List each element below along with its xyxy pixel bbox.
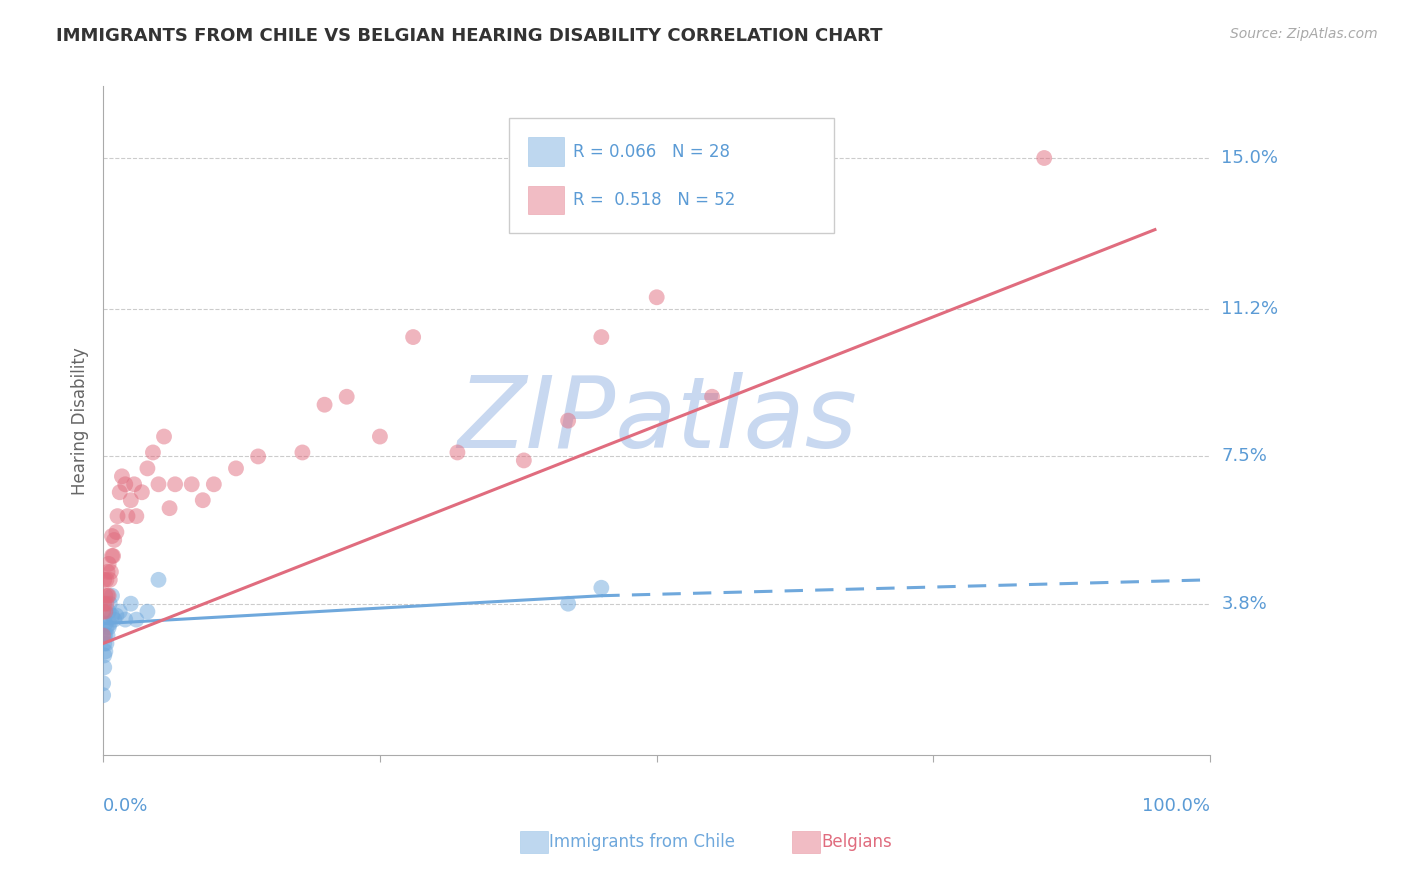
Point xyxy=(96,628,118,642)
Point xyxy=(136,605,159,619)
Point xyxy=(202,477,225,491)
Text: R = 0.066   N = 28: R = 0.066 N = 28 xyxy=(572,143,730,161)
Point xyxy=(142,445,165,459)
Point xyxy=(180,477,202,491)
Point xyxy=(159,501,181,516)
Point xyxy=(191,493,214,508)
Text: 0.0%: 0.0% xyxy=(103,797,149,814)
Point xyxy=(96,597,118,611)
Point xyxy=(108,605,131,619)
Point xyxy=(105,608,128,623)
Text: Source: ZipAtlas.com: Source: ZipAtlas.com xyxy=(1230,27,1378,41)
Point xyxy=(96,621,118,635)
Text: 7.5%: 7.5% xyxy=(1222,448,1267,466)
Point xyxy=(336,390,359,404)
Point xyxy=(96,589,118,603)
Point xyxy=(291,445,314,459)
Point xyxy=(557,414,579,428)
Point xyxy=(101,549,124,563)
Point xyxy=(645,290,668,304)
Point xyxy=(225,461,247,475)
Point xyxy=(148,477,170,491)
Point xyxy=(120,597,142,611)
Point xyxy=(97,557,120,571)
Point xyxy=(93,628,115,642)
Point xyxy=(114,613,136,627)
Point xyxy=(402,330,425,344)
Point xyxy=(91,605,114,619)
Text: 3.8%: 3.8% xyxy=(1222,595,1267,613)
Text: 11.2%: 11.2% xyxy=(1222,301,1278,318)
Point xyxy=(103,613,125,627)
Point xyxy=(117,509,139,524)
Point xyxy=(125,613,148,627)
Point xyxy=(700,390,723,404)
Point xyxy=(513,453,536,467)
Point xyxy=(97,621,120,635)
Text: R =  0.518   N = 52: R = 0.518 N = 52 xyxy=(572,191,735,209)
Point xyxy=(125,509,148,524)
Point xyxy=(314,398,336,412)
Point xyxy=(96,636,118,650)
Point xyxy=(148,573,170,587)
Point xyxy=(93,597,115,611)
Point xyxy=(100,565,122,579)
Point xyxy=(94,616,117,631)
Point xyxy=(120,493,142,508)
Point xyxy=(247,450,270,464)
Point xyxy=(98,597,121,611)
Point xyxy=(94,589,117,603)
Point xyxy=(101,529,124,543)
Point xyxy=(165,477,187,491)
Point xyxy=(98,616,121,631)
Point xyxy=(1033,151,1056,165)
Point xyxy=(122,477,145,491)
Point xyxy=(93,648,115,663)
Point xyxy=(446,445,468,459)
Text: Immigrants from Chile: Immigrants from Chile xyxy=(548,833,735,851)
Point xyxy=(591,581,613,595)
Text: 100.0%: 100.0% xyxy=(1142,797,1211,814)
Point xyxy=(91,688,114,702)
Point xyxy=(93,573,115,587)
Point xyxy=(97,589,120,603)
Point xyxy=(93,660,115,674)
Point xyxy=(557,597,579,611)
Point xyxy=(591,330,613,344)
Text: IMMIGRANTS FROM CHILE VS BELGIAN HEARING DISABILITY CORRELATION CHART: IMMIGRANTS FROM CHILE VS BELGIAN HEARING… xyxy=(56,27,883,45)
Text: ZIPatlas: ZIPatlas xyxy=(457,372,856,469)
Point xyxy=(107,509,129,524)
Y-axis label: Hearing Disability: Hearing Disability xyxy=(72,347,89,494)
Point xyxy=(96,573,118,587)
Point xyxy=(108,485,131,500)
Point xyxy=(97,605,120,619)
Point xyxy=(111,469,134,483)
Point xyxy=(756,191,779,205)
Point xyxy=(101,608,124,623)
Text: Belgians: Belgians xyxy=(821,833,893,851)
Point xyxy=(153,429,176,443)
Text: 15.0%: 15.0% xyxy=(1222,149,1278,167)
Point xyxy=(368,429,391,443)
Point xyxy=(114,477,136,491)
Point xyxy=(101,549,124,563)
Point xyxy=(136,461,159,475)
Point xyxy=(105,524,128,539)
Point xyxy=(94,644,117,658)
Point xyxy=(96,565,118,579)
Point xyxy=(91,676,114,690)
Point xyxy=(98,573,121,587)
Point xyxy=(131,485,153,500)
Point xyxy=(101,589,124,603)
Point xyxy=(93,636,115,650)
Point xyxy=(91,628,114,642)
Point xyxy=(94,605,117,619)
Point xyxy=(94,628,117,642)
Point xyxy=(103,533,125,547)
